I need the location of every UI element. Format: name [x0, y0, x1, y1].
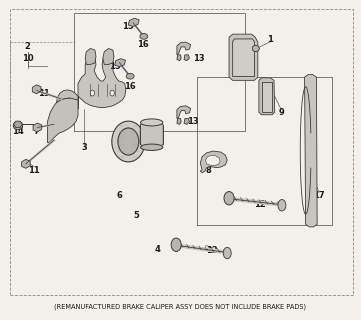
Polygon shape	[78, 55, 126, 109]
Polygon shape	[140, 120, 163, 149]
Polygon shape	[305, 75, 317, 227]
Text: 15: 15	[109, 62, 121, 71]
Text: 13: 13	[193, 53, 205, 62]
Ellipse shape	[224, 192, 234, 205]
Polygon shape	[33, 123, 42, 132]
Text: 8: 8	[206, 166, 212, 175]
Ellipse shape	[110, 90, 114, 96]
Ellipse shape	[223, 247, 231, 259]
Polygon shape	[177, 55, 181, 60]
Polygon shape	[184, 55, 190, 60]
Text: 16: 16	[137, 40, 149, 49]
Text: 1: 1	[267, 35, 273, 44]
Polygon shape	[232, 39, 255, 76]
Polygon shape	[22, 159, 30, 168]
Polygon shape	[85, 49, 96, 64]
Polygon shape	[56, 90, 78, 103]
Polygon shape	[129, 18, 139, 27]
Text: 3: 3	[81, 143, 87, 152]
Ellipse shape	[140, 119, 163, 126]
Text: 7: 7	[34, 127, 40, 136]
Polygon shape	[259, 78, 275, 115]
Text: 12: 12	[206, 246, 218, 255]
Ellipse shape	[278, 199, 286, 211]
Polygon shape	[252, 45, 260, 52]
Ellipse shape	[171, 238, 181, 252]
Ellipse shape	[13, 122, 23, 130]
Polygon shape	[200, 151, 227, 173]
Text: 10: 10	[22, 53, 34, 62]
Polygon shape	[47, 98, 78, 142]
Polygon shape	[14, 121, 22, 127]
Ellipse shape	[112, 121, 145, 162]
Text: 15: 15	[122, 22, 134, 31]
Polygon shape	[229, 34, 258, 80]
Polygon shape	[184, 119, 190, 124]
Polygon shape	[103, 49, 114, 64]
Text: 9: 9	[278, 108, 284, 117]
Text: 4: 4	[154, 245, 160, 254]
Ellipse shape	[118, 128, 139, 155]
Polygon shape	[206, 155, 220, 165]
Polygon shape	[32, 85, 41, 94]
Text: 11: 11	[38, 89, 50, 98]
Ellipse shape	[126, 73, 134, 79]
Ellipse shape	[90, 90, 95, 96]
Text: 2: 2	[25, 42, 31, 52]
Text: (REMANUFACTURED BRAKE CALIPER ASSY DOES NOT INCLUDE BRAKE PADS): (REMANUFACTURED BRAKE CALIPER ASSY DOES …	[55, 304, 306, 310]
Polygon shape	[262, 82, 272, 112]
Text: 11: 11	[28, 166, 40, 175]
Polygon shape	[177, 119, 181, 124]
Text: 12: 12	[254, 200, 265, 209]
Polygon shape	[177, 42, 191, 55]
Text: 13: 13	[187, 117, 199, 126]
Text: 16: 16	[123, 82, 135, 91]
Polygon shape	[115, 59, 126, 67]
Polygon shape	[177, 106, 191, 119]
Ellipse shape	[140, 34, 148, 39]
Ellipse shape	[140, 144, 163, 150]
Text: 14: 14	[12, 127, 24, 136]
Text: 6: 6	[117, 191, 122, 200]
Text: 5: 5	[134, 211, 140, 220]
Text: 17: 17	[313, 191, 325, 200]
